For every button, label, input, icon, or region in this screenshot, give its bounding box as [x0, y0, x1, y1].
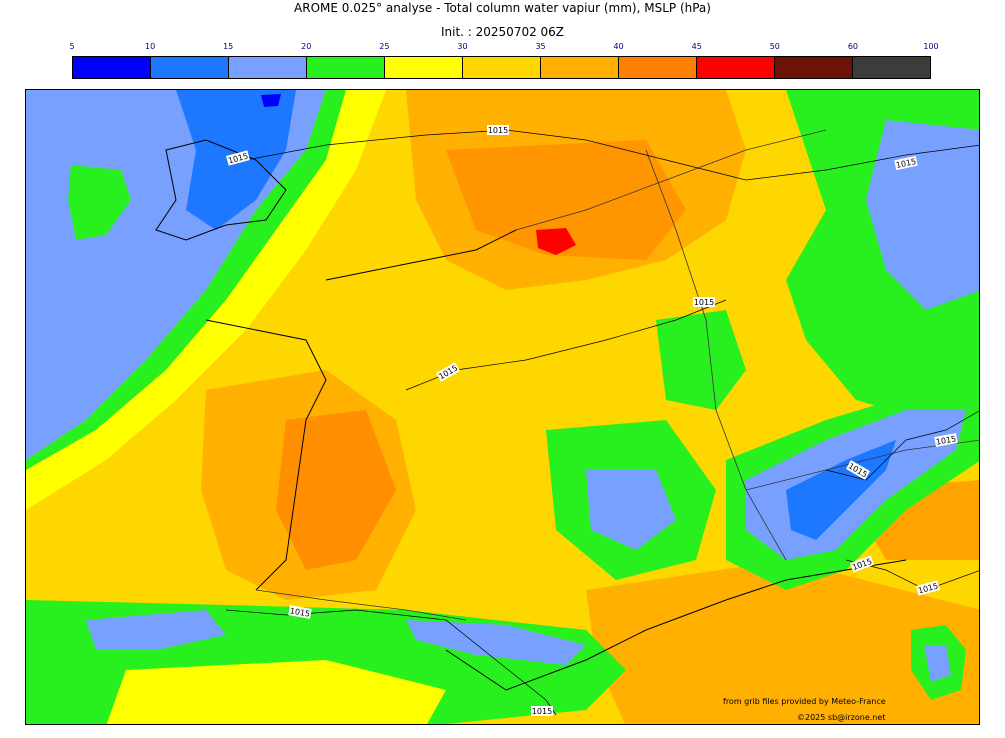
pyrenees-blue — [406, 620, 586, 665]
colorbar-segment — [697, 57, 775, 78]
isobar-label: 1015 — [487, 125, 509, 135]
colorbar-tick: 5 — [69, 42, 75, 51]
isobar-label: 1015 — [531, 706, 553, 716]
mediterranean-orange — [586, 560, 979, 724]
colorbar-segment — [463, 57, 541, 78]
border-north — [515, 129, 827, 231]
colorbar-segment — [385, 57, 463, 78]
weather-map: 1015 1015 1015 1015 1015 1015 1015 1015 1015 1015… — [25, 89, 980, 725]
colorbar-tick: 60 — [847, 42, 858, 51]
colorbar-segment — [853, 57, 930, 78]
green-patch-atlantic — [68, 165, 131, 240]
coastline-france-west — [205, 319, 327, 591]
isobar-label: 1015 — [288, 605, 312, 619]
southwest-dark-orange — [276, 410, 396, 570]
svg-text:1015: 1015 — [694, 298, 714, 307]
colorbar-tick: 10 — [144, 42, 156, 51]
spain-yellow — [106, 660, 446, 724]
isobar-1015-alps — [825, 410, 979, 481]
colorbar-segment — [541, 57, 619, 78]
colorbar — [72, 56, 931, 79]
atlantic-yellow-band — [26, 90, 386, 510]
coastline-channel — [325, 229, 517, 281]
colorbar-tick: 100 — [923, 42, 939, 51]
colorbar-segment — [307, 57, 385, 78]
colorbar-tick: 20 — [301, 42, 312, 51]
colorbar-tick: 30 — [457, 42, 468, 51]
alps-deep-blue — [786, 440, 896, 540]
colorbar-tick: 35 — [535, 42, 546, 51]
svg-text:1015: 1015 — [488, 126, 508, 135]
colorbar-segment — [73, 57, 151, 78]
isobar-label: 1015 — [894, 155, 918, 171]
colorbar-segment — [229, 57, 307, 78]
deep-blue-spot — [261, 94, 281, 107]
east-blue-zone — [866, 120, 979, 310]
corsica-blue — [924, 645, 951, 682]
colorbar-tick: 50 — [769, 42, 780, 51]
coastline-mediterranean — [445, 559, 907, 691]
svg-text:1015: 1015 — [289, 606, 311, 618]
colorbar-segment — [619, 57, 697, 78]
colorbar-segment — [151, 57, 229, 78]
jura-green — [656, 310, 746, 410]
svg-text:1015: 1015 — [532, 707, 552, 716]
init-time: Init. : 20250702 06Z — [440, 25, 565, 39]
border-east — [645, 149, 787, 561]
svg-text:1015: 1015 — [895, 157, 917, 170]
massif-central-blue — [586, 470, 676, 550]
map-title: AROME 0.025° analyse - Total column wate… — [294, 1, 711, 15]
colorbar-tick: 45 — [691, 42, 702, 51]
red-hotspot — [536, 228, 576, 255]
colorbar-tick: 25 — [379, 42, 390, 51]
data-credit: from grib files provided by Meteo-France — [723, 697, 886, 706]
isobar-label: 1015 — [934, 433, 958, 447]
colorbar-segment — [775, 57, 853, 78]
colorbar-tick: 40 — [613, 42, 624, 51]
copyright: ©2025 sb@irzone.net — [797, 713, 886, 722]
benelux-dark-orange — [446, 140, 686, 260]
atlantic-green-band — [26, 90, 346, 470]
isobar-1015-south — [225, 609, 557, 716]
pyrenees-west-blue — [86, 610, 226, 650]
svg-text:1015: 1015 — [935, 434, 957, 446]
border-spain-france — [255, 589, 467, 621]
isobar-1015-north — [245, 129, 979, 181]
colorbar-tick: 15 — [223, 42, 234, 51]
isobar-label: 1015 — [693, 297, 715, 307]
coastline-uk — [155, 139, 287, 241]
